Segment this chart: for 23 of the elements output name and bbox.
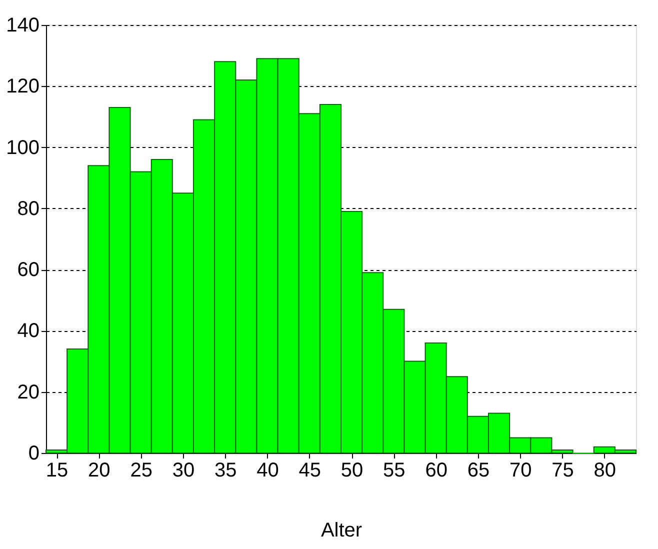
y-tick-label: 0 bbox=[28, 442, 40, 464]
x-axis-title: Alter bbox=[320, 520, 362, 542]
y-tick-label: 40 bbox=[17, 320, 40, 342]
y-tick-label: 120 bbox=[6, 76, 40, 98]
x-tick-label: 55 bbox=[383, 460, 406, 482]
x-tick-label: 15 bbox=[46, 460, 68, 482]
x-tick-label: 30 bbox=[172, 460, 195, 482]
y-tick-label: 80 bbox=[17, 198, 40, 220]
x-tick-label: 75 bbox=[552, 460, 574, 482]
x-tick-label: 50 bbox=[340, 460, 364, 482]
x-tick-label: 65 bbox=[467, 460, 490, 482]
x-tick-label: 25 bbox=[130, 460, 152, 482]
x-tick-label: 70 bbox=[509, 460, 532, 482]
y-tick-label: 140 bbox=[6, 14, 40, 36]
x-tick-label: 40 bbox=[256, 460, 279, 482]
x-tick-label: 60 bbox=[425, 460, 448, 482]
y-tick-label: 100 bbox=[6, 136, 40, 159]
x-tick-label: 35 bbox=[214, 460, 237, 482]
x-tick-label: 20 bbox=[88, 460, 110, 482]
y-tick-label: 20 bbox=[17, 381, 40, 404]
x-tick-label: 45 bbox=[298, 460, 322, 482]
x-tick-label: 80 bbox=[594, 460, 616, 482]
y-tick-label: 60 bbox=[17, 259, 40, 282]
